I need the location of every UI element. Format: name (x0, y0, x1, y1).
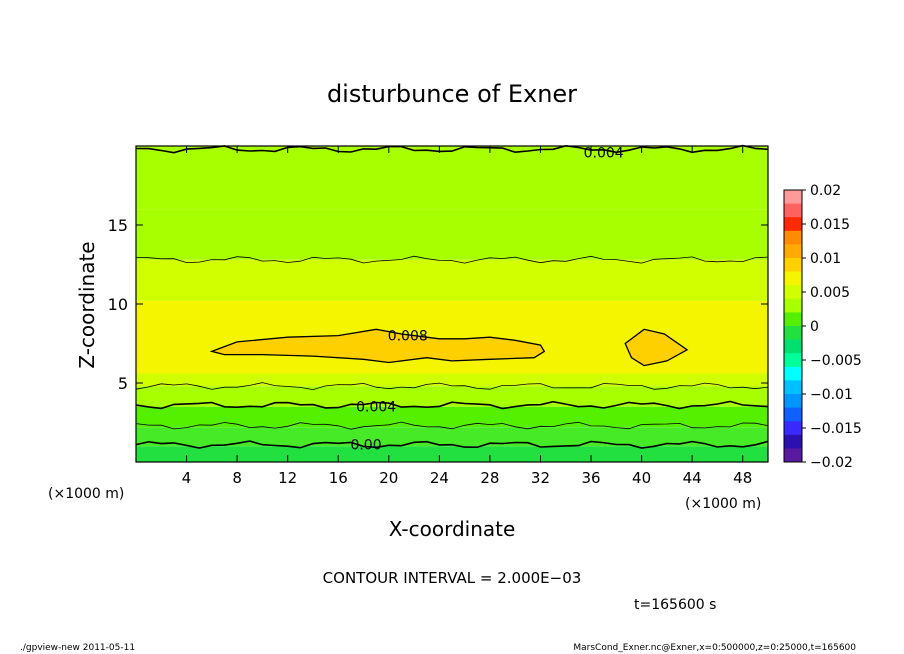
y-tick-label: 15 (108, 216, 128, 235)
x-tick-label: 12 (278, 469, 297, 487)
colorbar-cell (784, 434, 802, 449)
colorbar-label: 0.005 (810, 285, 850, 301)
footer-left: ./gpview-new 2011-05-11 (20, 643, 135, 653)
band-8 (136, 146, 768, 210)
footer-right: MarsCond_Exner.nc@Exner,x=0:500000,z=0:2… (573, 643, 856, 653)
contour-label-0-008-text: 0.008 (388, 329, 428, 345)
colorbar-cell (784, 380, 802, 395)
colorbar-label: −0.015 (810, 421, 862, 437)
colorbar-cell (784, 203, 802, 218)
contour-label-0-004-top: 0.004 (584, 145, 624, 161)
band-1 (136, 427, 768, 447)
band-2 (136, 406, 768, 428)
colorbar-label: −0.02 (810, 455, 853, 471)
colorbar-cell (784, 244, 802, 259)
band-3 (136, 386, 768, 407)
contour-label-0-008: 0.008 (388, 329, 428, 345)
contour-line (135, 400, 769, 410)
x-tick-label: 4 (182, 469, 192, 487)
colorbar-cell (784, 353, 802, 368)
colorbar-cell (784, 217, 802, 232)
contour-008-region-0 (209, 328, 546, 364)
x-tick-label: 36 (581, 469, 600, 487)
time-text: t=165600 s (634, 597, 716, 613)
colorbar-cell (784, 326, 802, 341)
colorbar-cell (784, 407, 802, 422)
contour-line (135, 382, 769, 391)
x-tick-label: 16 (329, 469, 348, 487)
x-unit-left: (×1000 m) (48, 486, 124, 502)
plot-area: 0.00 0.004 0.004 0.008 (135, 144, 769, 463)
colorbar-cell (784, 230, 802, 245)
colorbar-label: −0.01 (810, 387, 853, 403)
contour-label-0-00: 0.00 (350, 438, 381, 454)
band-5 (136, 300, 768, 374)
x-tick-label: 40 (632, 469, 651, 487)
contour-008-region-1 (624, 328, 689, 367)
x-tick-label: 28 (480, 469, 499, 487)
x-unit-right: (×1000 m) (685, 496, 761, 512)
colorbar-cell (784, 394, 802, 409)
y-axis: 5 10 15 (108, 216, 768, 393)
x-tick-label: 32 (531, 469, 550, 487)
x-axis-label: X-coordinate (389, 517, 516, 541)
contour-label-0-004: 0.004 (356, 400, 396, 416)
contour-line (135, 255, 769, 264)
colorbar-label: 0 (810, 319, 819, 335)
contour-label-0-004-text: 0.004 (356, 400, 396, 416)
contour-label-0-004-top-text: 0.004 (584, 145, 624, 161)
colorbar-cell (784, 421, 802, 436)
colorbar-label: 0.01 (810, 251, 841, 267)
x-tick-label: 8 (232, 469, 242, 487)
colorbar-label: 0.02 (810, 183, 841, 199)
y-axis-label: Z-coordinate (75, 241, 99, 368)
colorbar-cell (784, 312, 802, 327)
y-tick-label: 5 (118, 374, 128, 393)
contour-line (135, 440, 769, 449)
band-7 (136, 209, 768, 260)
contour-line (135, 421, 769, 430)
contour-line (135, 144, 769, 154)
chart-title: disturbunce of Exner (327, 80, 577, 108)
band-6 (136, 259, 768, 301)
colorbar-cell (784, 285, 802, 300)
contour-label-0-00-text: 0.00 (350, 438, 381, 454)
band-0 (136, 446, 768, 462)
band-4 (136, 373, 768, 387)
x-axis: 4 8 12 16 20 24 28 32 36 40 44 48 (182, 146, 752, 487)
colorbar-cell (784, 258, 802, 273)
colorbar: 0.02 0.015 0.01 0.005 0 −0.005 −0.01 −0.015 −0.0… (783, 183, 862, 471)
contour-interval-text: CONTOUR INTERVAL = 2.000E−03 (323, 569, 582, 587)
x-tick-label: 24 (430, 469, 449, 487)
y-tick-label: 10 (108, 295, 128, 314)
x-tick-label: 20 (379, 469, 398, 487)
colorbar-label: 0.015 (810, 217, 850, 233)
colorbar-cell (784, 339, 802, 354)
x-tick-label: 48 (733, 469, 752, 487)
colorbar-cell (784, 448, 802, 463)
colorbar-cell (784, 271, 802, 286)
colorbar-cell (784, 298, 802, 313)
colorbar-label: −0.005 (810, 353, 862, 369)
x-tick-label: 44 (683, 469, 702, 487)
colorbar-cell (784, 366, 802, 381)
colorbar-cell (784, 190, 802, 205)
